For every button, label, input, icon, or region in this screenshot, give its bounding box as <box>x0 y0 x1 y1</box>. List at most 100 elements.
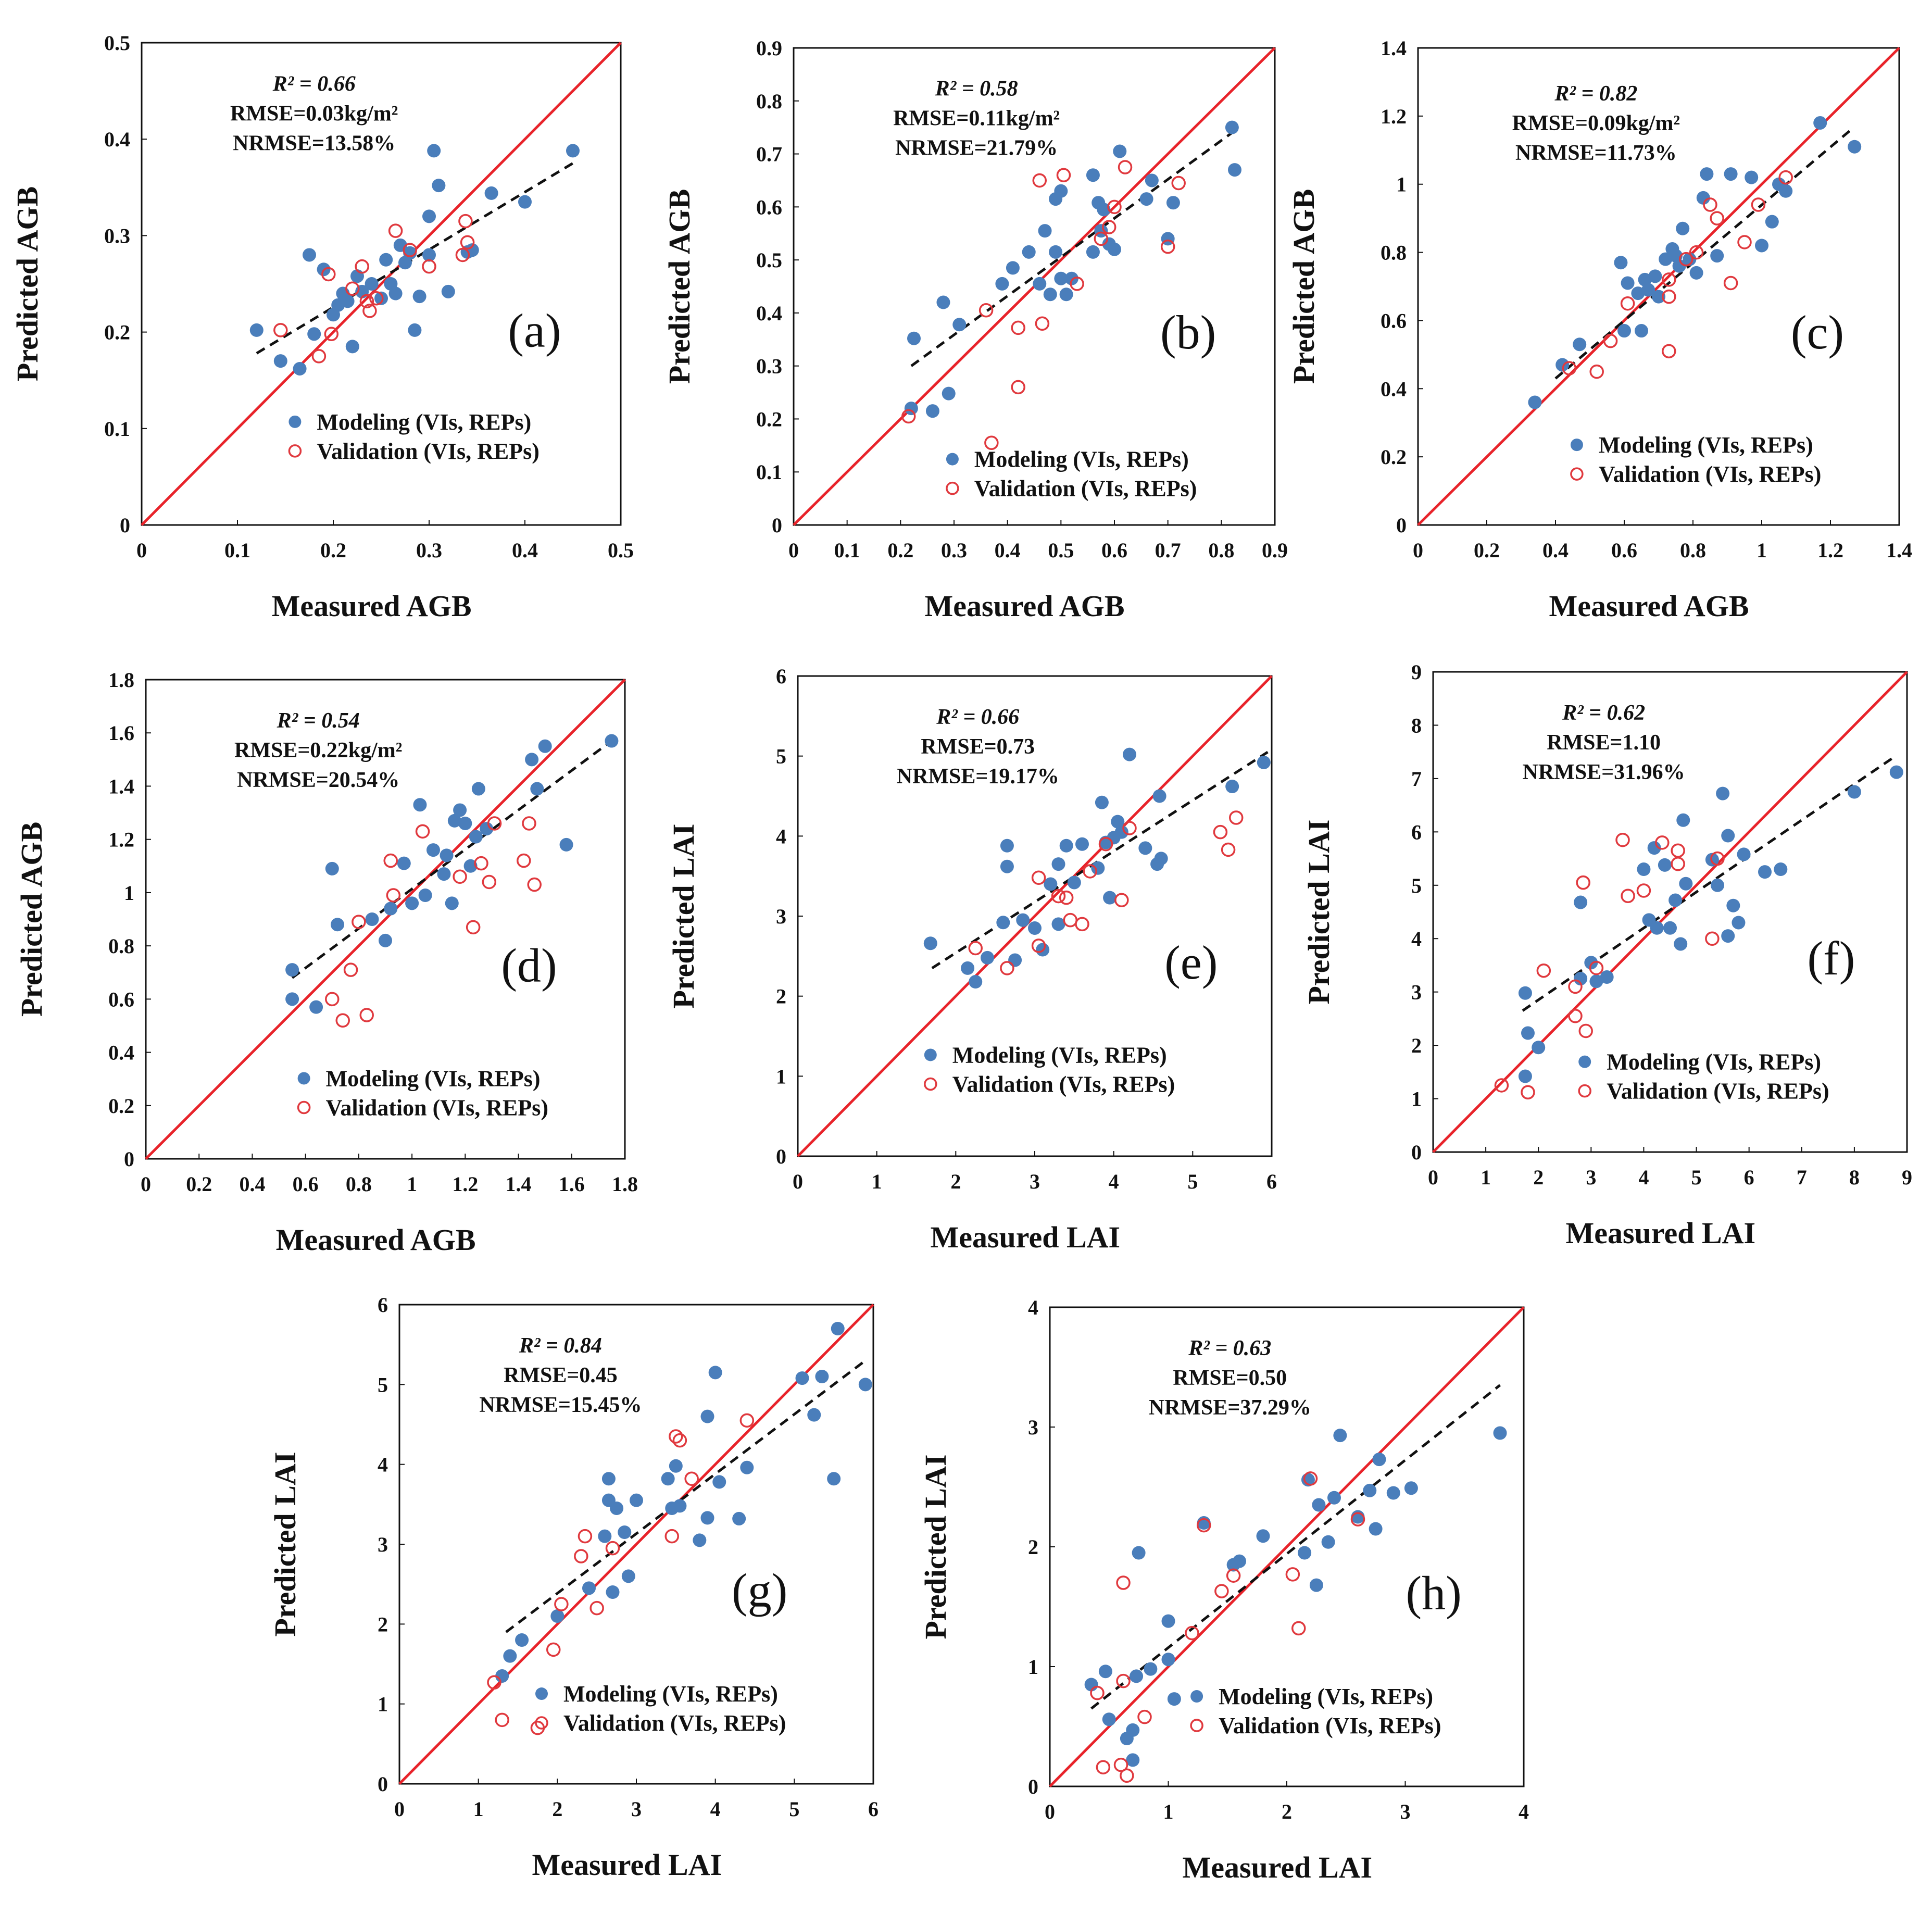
x-tick-label: 1 <box>872 1170 882 1193</box>
modeling-point <box>1233 1554 1246 1568</box>
legend-modeling-label: Modeling (VIs, REPs) <box>952 1042 1167 1068</box>
modeling-point <box>550 1609 564 1623</box>
validation-point <box>1059 890 1074 905</box>
x-axis-label: Measured LAI <box>930 1220 1120 1254</box>
stat-line: RMSE=0.73 <box>921 735 1035 759</box>
modeling-point <box>981 950 994 965</box>
modeling-point <box>1051 857 1065 871</box>
modeling-point <box>1132 1546 1146 1560</box>
x-tick-label: 0.9 <box>1262 539 1288 562</box>
x-tick-label: 2 <box>950 1170 961 1193</box>
validation-point <box>522 816 536 831</box>
modeling-point <box>341 294 355 308</box>
modeling-point <box>1138 841 1152 855</box>
legend-validation-label: Validation (VIs, REPs) <box>1219 1713 1441 1738</box>
y-tick-label: 1.4 <box>1381 36 1407 60</box>
modeling-point <box>1369 1522 1383 1536</box>
modeling-point <box>693 1533 707 1547</box>
x-tick-label: 0.6 <box>293 1172 319 1196</box>
x-tick-label: 2 <box>1282 1800 1292 1823</box>
modeling-point <box>996 916 1010 930</box>
validation-point <box>422 259 436 274</box>
validation-point <box>415 824 430 839</box>
stat-line: NRMSE=31.96% <box>1523 760 1685 784</box>
x-tick-label: 1.4 <box>506 1172 532 1196</box>
legend-modeling-label: Modeling (VIs, REPs) <box>317 409 531 435</box>
validation-point <box>527 877 542 892</box>
validation-point <box>1122 821 1137 835</box>
modeling-point <box>1672 259 1686 273</box>
modeling-point <box>708 1366 722 1380</box>
modeling-point <box>1126 1753 1140 1767</box>
modeling-point <box>440 848 454 862</box>
modeling-point <box>1813 116 1827 130</box>
validation-point <box>578 1529 593 1544</box>
modeling-point <box>1614 256 1628 270</box>
y-tick-label: 6 <box>1411 820 1422 844</box>
validation-point <box>1096 1760 1111 1774</box>
validation-point <box>1568 1009 1583 1023</box>
modeling-point <box>379 933 392 947</box>
validation-point <box>1291 1621 1306 1636</box>
one-to-one-line <box>1432 671 1908 1153</box>
x-tick-label: 1.6 <box>559 1172 585 1196</box>
legend-validation-marker <box>924 1077 937 1091</box>
modeling-point <box>1064 271 1078 285</box>
y-tick-label: 0.6 <box>756 195 782 219</box>
modeling-point <box>995 277 1009 291</box>
validation-point <box>1576 875 1590 890</box>
x-tick-label: 0.2 <box>320 539 346 562</box>
validation-point <box>1098 836 1113 852</box>
modeling-point <box>1635 324 1648 338</box>
x-tick-label: 1.2 <box>452 1172 478 1196</box>
x-tick-label: 0.6 <box>1611 539 1637 562</box>
modeling-point <box>518 195 532 209</box>
y-tick-label: 0 <box>1396 514 1407 537</box>
y-tick-label: 0.6 <box>108 987 134 1011</box>
validation-point <box>1035 316 1050 331</box>
x-tick-label: 6 <box>1744 1166 1754 1189</box>
validation-point <box>1031 870 1046 885</box>
chart-panel-g: 0 1 2 3 4 5 6 0 1 2 3 4 5 6 Measured LAI Predicted LAI R… <box>268 1293 879 1882</box>
stat-line: RMSE=0.11kg/m² <box>893 107 1060 131</box>
modeling-point <box>1113 144 1127 158</box>
modeling-point <box>1225 780 1239 794</box>
y-axis-label: Predicted LAI <box>1302 820 1336 1005</box>
modeling-point <box>1097 203 1111 217</box>
legend-validation-marker <box>288 444 302 458</box>
y-tick-label: 0 <box>378 1772 388 1796</box>
validation-point <box>1521 1085 1535 1100</box>
chart-panel-b: 0 0.1 0.2 0.3 0.4 0.5 0.6 0.7 0.8 0.9 0 0.1 0.2 0.3 0.… <box>662 36 1288 623</box>
modeling-point <box>1114 825 1128 839</box>
modeling-point <box>1161 1614 1175 1628</box>
modeling-point <box>422 248 436 262</box>
y-tick-label: 1 <box>124 881 134 905</box>
modeling-point <box>1847 785 1861 799</box>
modeling-point <box>1086 168 1100 182</box>
x-tick-label: 8 <box>1849 1166 1860 1189</box>
modeling-point <box>1312 1498 1326 1512</box>
validation-point <box>901 409 916 424</box>
x-tick-label: 3 <box>631 1797 642 1821</box>
legend-validation-label: Validation (VIs, REPs) <box>974 476 1197 502</box>
validation-point <box>383 853 398 868</box>
modeling-point <box>598 1529 612 1543</box>
modeling-point <box>1161 1653 1175 1667</box>
validation-point <box>1705 931 1720 946</box>
validation-point <box>684 1471 699 1486</box>
y-tick-label: 0 <box>124 1147 134 1171</box>
y-tick-label: 5 <box>378 1373 388 1396</box>
legend-validation-label: Validation (VIs, REPs) <box>1607 1079 1829 1104</box>
modeling-point <box>1774 862 1788 877</box>
modeling-point <box>1641 283 1655 297</box>
validation-point <box>1615 832 1630 847</box>
x-tick-label: 0 <box>793 1170 803 1193</box>
validation-point <box>1229 810 1244 825</box>
modeling-point <box>309 1000 323 1014</box>
modeling-point <box>484 186 498 200</box>
y-axis-label: Predicted AGB <box>15 822 48 1017</box>
validation-point <box>1214 1584 1229 1598</box>
validation-point <box>1101 220 1116 234</box>
modeling-point <box>1658 858 1672 872</box>
modeling-point <box>453 803 467 817</box>
